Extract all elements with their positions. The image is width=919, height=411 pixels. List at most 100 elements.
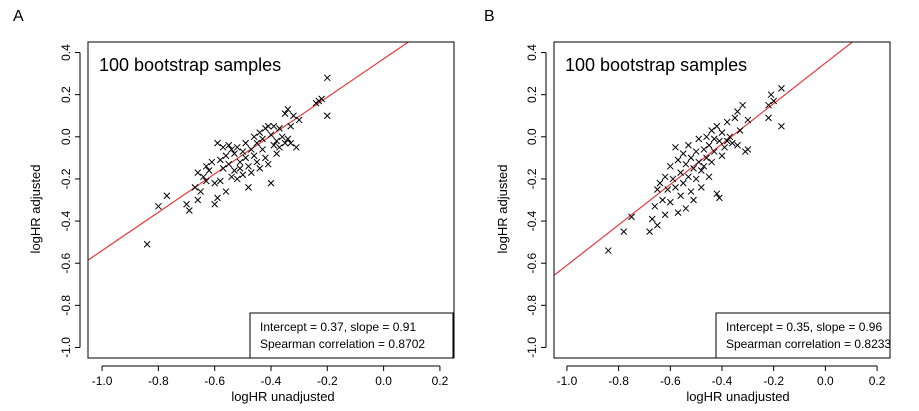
data-point xyxy=(242,154,250,162)
y-tick-label: -0.4 xyxy=(59,210,73,231)
data-point xyxy=(721,143,728,151)
data-point xyxy=(214,194,221,202)
y-tick-label: -0.4 xyxy=(525,210,539,231)
data-point xyxy=(267,179,275,187)
data-point xyxy=(692,175,700,183)
panel-letter: A xyxy=(13,8,24,25)
data-point xyxy=(292,143,300,151)
data-point xyxy=(155,202,162,210)
data-point xyxy=(674,209,682,216)
data-point xyxy=(604,247,612,254)
data-point xyxy=(672,143,679,151)
y-tick-label: 0.0 xyxy=(525,128,539,145)
data-point xyxy=(284,135,292,143)
y-tick-label: -0.6 xyxy=(59,253,73,274)
data-point xyxy=(659,196,666,204)
data-point xyxy=(295,116,303,124)
data-point xyxy=(250,152,258,160)
data-point xyxy=(744,146,752,153)
x-axis-title: logHR unadjusted xyxy=(231,389,334,404)
panel-letter: B xyxy=(484,8,495,25)
data-point xyxy=(718,129,726,136)
data-point xyxy=(778,84,785,92)
data-point xyxy=(287,122,295,130)
data-point xyxy=(216,156,224,164)
y-tick-label: -0.2 xyxy=(59,168,73,189)
data-point xyxy=(278,133,286,141)
x-tick-label: 0.0 xyxy=(375,374,392,388)
y-tick-label: -0.6 xyxy=(525,253,539,274)
data-point xyxy=(253,139,261,147)
x-tick-label: 0.2 xyxy=(869,374,886,388)
data-point xyxy=(744,116,752,124)
data-point xyxy=(276,125,283,132)
data-point xyxy=(685,173,692,181)
y-tick-label: 0.4 xyxy=(525,44,539,61)
data-point xyxy=(734,108,741,115)
data-point xyxy=(651,202,659,210)
data-point xyxy=(677,192,684,200)
y-axis-title: logHR adjusted xyxy=(28,165,43,254)
data-point xyxy=(666,198,674,206)
data-point xyxy=(708,158,716,166)
y-tick-label: 0.4 xyxy=(59,44,73,61)
data-point xyxy=(216,177,224,185)
data-point xyxy=(205,167,213,174)
data-point xyxy=(713,122,721,130)
data-point xyxy=(765,114,772,122)
data-point xyxy=(225,141,233,149)
data-point xyxy=(200,173,207,181)
data-point xyxy=(695,135,703,143)
y-tick-label: 0.2 xyxy=(59,86,73,103)
data-point xyxy=(208,158,216,166)
data-point xyxy=(202,162,210,170)
data-point xyxy=(713,190,721,198)
y-tick-label: -0.8 xyxy=(59,295,73,316)
data-point xyxy=(233,175,241,183)
panel-b: B 100 bootstrap samples -1.0 -0.8 -0.6 -0.4… xyxy=(484,8,891,404)
data-point xyxy=(231,167,238,174)
y-tick-label: 0.2 xyxy=(525,86,539,103)
data-point xyxy=(236,158,244,166)
data-point xyxy=(236,165,244,172)
x-tick-label: -0.4 xyxy=(261,374,282,388)
data-point xyxy=(654,221,661,229)
data-point xyxy=(191,184,199,191)
data-point xyxy=(281,110,289,117)
data-point xyxy=(183,200,190,208)
data-point xyxy=(287,139,295,147)
data-point xyxy=(239,171,247,179)
data-point xyxy=(648,215,656,223)
data-point xyxy=(143,240,151,248)
data-point xyxy=(290,112,297,120)
data-point xyxy=(250,133,258,141)
data-point xyxy=(219,165,227,172)
data-point xyxy=(273,137,280,145)
data-point xyxy=(163,192,171,200)
data-point xyxy=(736,127,744,134)
data-point xyxy=(765,101,772,109)
stats-line-correlation: Spearman correlation = 0.8233 xyxy=(726,337,891,351)
data-point xyxy=(778,122,785,130)
data-point xyxy=(700,146,708,153)
data-point xyxy=(692,148,700,155)
data-point xyxy=(253,158,261,166)
x-tick-label: -1.0 xyxy=(92,374,113,388)
data-point xyxy=(674,156,682,164)
data-point xyxy=(228,173,235,181)
data-point xyxy=(723,118,731,126)
data-point xyxy=(247,146,255,153)
x-tick-label: 0.2 xyxy=(432,374,449,388)
data-point xyxy=(312,99,320,107)
stats-line-intercept: Intercept = 0.37, slope = 0.91 xyxy=(260,320,416,334)
data-point xyxy=(718,152,726,160)
y-axis-title: logHR adjusted xyxy=(495,165,510,254)
data-point xyxy=(231,150,238,158)
stats-line-intercept: Intercept = 0.35, slope = 0.96 xyxy=(726,320,882,334)
x-tick-label: -1.0 xyxy=(557,374,578,388)
data-point xyxy=(697,184,705,191)
data-point xyxy=(690,196,697,204)
data-point xyxy=(225,160,233,168)
data-point xyxy=(256,129,264,136)
data-point xyxy=(703,154,710,162)
